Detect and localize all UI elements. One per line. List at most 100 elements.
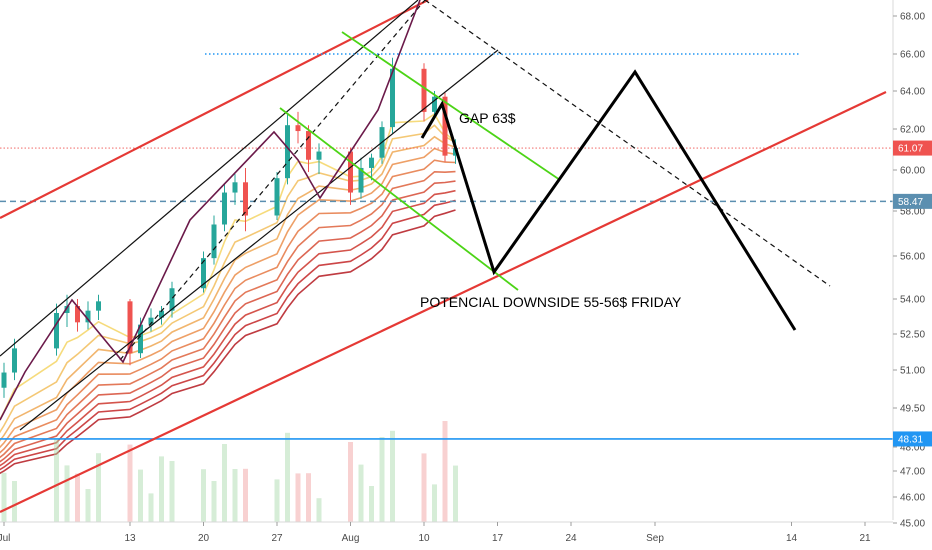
candle[interactable] [127, 299, 133, 366]
x-tick-label: Aug [342, 533, 360, 544]
volume-bar [369, 486, 374, 522]
candle-body [201, 258, 206, 289]
candle-body [295, 125, 301, 132]
candle[interactable] [85, 301, 91, 330]
candle[interactable] [96, 294, 101, 320]
red-channel-upper[interactable] [0, 0, 429, 219]
volume-bar [421, 453, 427, 522]
y-tick-label: 58.00 [900, 207, 925, 218]
candle[interactable] [1, 362, 7, 398]
x-tick-label: 17 [492, 533, 504, 544]
candle[interactable] [64, 294, 70, 327]
volume-bar [306, 473, 311, 522]
y-axis-ticks: 68.00 66.00 64.00 62.00 60.00 58.00 56.00 54.00… [893, 12, 925, 530]
annotation-gap[interactable]: GAP 63$ [459, 110, 516, 126]
candle-body [274, 178, 280, 216]
candle-body [138, 324, 143, 354]
candle-body [442, 96, 448, 156]
x-tick-label: 20 [198, 533, 210, 544]
candle[interactable] [421, 63, 427, 122]
candle-body [421, 68, 427, 112]
volume-bar [64, 465, 70, 522]
volume-bar [96, 453, 101, 522]
y-axis-panel[interactable] [893, 0, 932, 550]
candle-body [64, 306, 70, 313]
candle[interactable] [274, 172, 280, 220]
candle[interactable] [12, 338, 17, 381]
x-tick-label: Sep [646, 533, 664, 544]
candle[interactable] [348, 147, 353, 205]
y-tick-label: 46.00 [900, 493, 925, 504]
candle[interactable] [211, 215, 217, 265]
candle[interactable] [358, 157, 364, 199]
y-tick-label: 51.00 [900, 366, 925, 377]
candle[interactable] [316, 143, 322, 175]
ema-line [0, 189, 456, 467]
green-channel-lower[interactable] [279, 107, 519, 291]
candle-body [159, 310, 164, 318]
green-channel-upper[interactable] [341, 31, 561, 181]
ema-line [0, 199, 456, 471]
volume-bar [85, 489, 91, 522]
candle[interactable] [201, 251, 206, 293]
candle[interactable] [222, 184, 227, 232]
candle[interactable] [442, 92, 448, 162]
candle[interactable] [232, 174, 238, 205]
annotations: GAP 63$ POTENCIAL DOWNSIDE 55-56$ FRIDAY [420, 110, 682, 310]
y-tick-label: 45.00 [900, 519, 925, 530]
candle[interactable] [285, 113, 290, 185]
y-tick-label: 64.00 [900, 87, 925, 98]
y-tick-label: 54.00 [900, 295, 925, 306]
volume-bar [295, 473, 301, 522]
candle[interactable] [159, 306, 164, 325]
black-channel-lower[interactable] [19, 49, 499, 431]
price-tag-label: 61.07 [898, 144, 923, 155]
drawing-tools [0, 0, 887, 513]
x-axis-panel[interactable] [0, 522, 932, 550]
volume-bar [316, 498, 322, 522]
red-channel-lower[interactable] [0, 91, 887, 513]
volume-bar [127, 444, 133, 522]
candle[interactable] [54, 303, 59, 356]
y-tick-label: 62.00 [900, 125, 925, 136]
candle[interactable] [295, 111, 301, 144]
ema-line [0, 112, 457, 422]
candle-body [54, 313, 59, 349]
wave-zigzag[interactable] [0, 0, 421, 421]
x-tick-label: 27 [271, 533, 283, 544]
candle[interactable] [306, 125, 311, 173]
candle-body [127, 301, 133, 354]
price-tags: 61.07 58.47 48.31 [893, 140, 932, 447]
y-tick-label: 60.00 [900, 166, 925, 177]
ema-line [0, 180, 456, 463]
dashed-trend-up[interactable] [119, 0, 426, 361]
x-tick-label: 13 [124, 533, 136, 544]
candle[interactable] [243, 167, 248, 232]
price-tag [893, 140, 932, 156]
price-tag-label: 58.47 [898, 197, 923, 208]
ema-line [0, 135, 456, 442]
x-axis-ticks: Jul 13 20 27 Aug 10 17 24 Sep 14 21 [0, 522, 871, 544]
y-tick-label: 66.00 [900, 50, 925, 61]
candle-body [12, 348, 17, 373]
x-tick-label: 10 [418, 533, 430, 544]
volume-bars [1, 421, 458, 522]
volume-bar [1, 472, 7, 522]
projection-path[interactable] [420, 69, 797, 331]
black-channel-upper[interactable] [0, 0, 419, 357]
candle[interactable] [369, 153, 374, 181]
candle[interactable] [75, 299, 80, 332]
candle-body [369, 157, 374, 168]
price-tag-label: 48.31 [898, 434, 923, 445]
y-tick-label: 56.00 [900, 252, 925, 263]
candle[interactable] [148, 308, 154, 332]
volume-bar [169, 461, 175, 522]
annotation-downside[interactable]: POTENCIAL DOWNSIDE 55-56$ FRIDAY [420, 294, 682, 310]
candle[interactable] [169, 281, 175, 318]
candle-body [1, 372, 7, 388]
candle-body [222, 192, 227, 225]
candle-body [348, 151, 353, 193]
dashed-trend-down[interactable] [424, 0, 831, 287]
